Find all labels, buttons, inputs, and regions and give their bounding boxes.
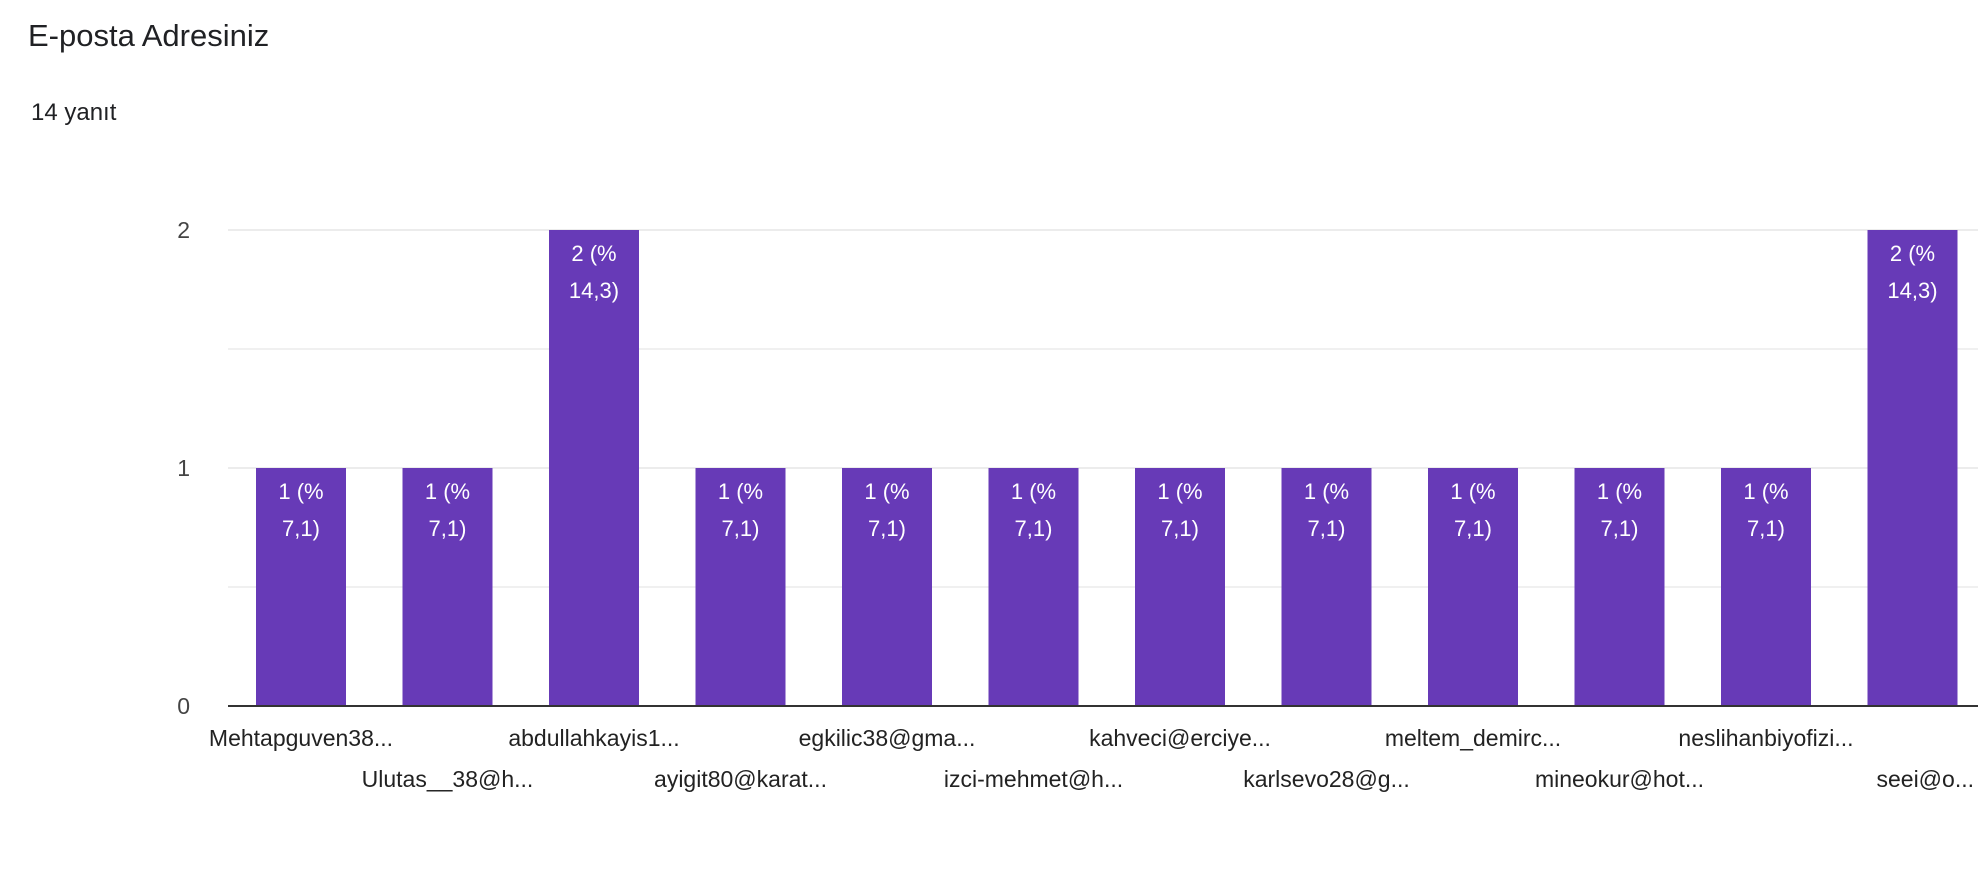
- data-label: 1 (%: [1304, 479, 1349, 504]
- category-label: izci-mehmet@h...: [944, 766, 1123, 792]
- y-tick-label: 0: [177, 693, 190, 719]
- bar: [1281, 468, 1372, 706]
- category-label: kahveci@erciye...: [1089, 725, 1271, 751]
- data-label: 1 (%: [425, 479, 470, 504]
- bar: [256, 468, 346, 706]
- data-label: 7,1): [1161, 516, 1199, 541]
- data-label: 7,1): [1747, 516, 1785, 541]
- data-label: 1 (%: [1450, 479, 1495, 504]
- bar: [1135, 468, 1225, 706]
- data-label: 7,1): [1454, 516, 1492, 541]
- category-label: abdullahkayis1...: [508, 725, 679, 751]
- bar: [1574, 468, 1665, 706]
- data-label: 7,1): [868, 516, 906, 541]
- bar: [988, 468, 1079, 706]
- data-label: 14,3): [1887, 278, 1937, 303]
- response-count: 14 yanıt: [31, 99, 117, 126]
- category-label: Mehtapguven38...: [209, 725, 393, 751]
- category-label: karlsevo28@g...: [1243, 766, 1410, 792]
- category-label: neslihanbiyofizi...: [1678, 725, 1853, 751]
- data-label: 7,1): [282, 516, 320, 541]
- chart-title: E-posta Adresiniz: [28, 18, 270, 53]
- data-label: 7,1): [722, 516, 760, 541]
- bar: [842, 468, 932, 706]
- data-label: 7,1): [429, 516, 467, 541]
- y-tick-label: 1: [177, 455, 190, 481]
- bar: [1428, 468, 1518, 706]
- bar: [1721, 468, 1811, 706]
- data-label: 1 (%: [718, 479, 763, 504]
- data-label: 1 (%: [1011, 479, 1056, 504]
- data-label: 7,1): [1308, 516, 1346, 541]
- data-label: 1 (%: [278, 479, 323, 504]
- category-label: mineokur@hot...: [1535, 766, 1704, 792]
- y-tick-label: 2: [177, 217, 190, 243]
- category-label: Ulutas__38@h...: [362, 766, 534, 792]
- data-label: 1 (%: [1743, 479, 1788, 504]
- bar: [695, 468, 786, 706]
- data-label: 1 (%: [1597, 479, 1642, 504]
- data-label: 1 (%: [1157, 479, 1202, 504]
- data-label: 7,1): [1015, 516, 1053, 541]
- bar: [402, 468, 493, 706]
- data-label: 2 (%: [571, 241, 616, 266]
- bar: [1867, 230, 1958, 706]
- category-label: egkilic38@gma...: [799, 725, 976, 751]
- data-label: 14,3): [569, 278, 619, 303]
- category-label: seei@o...: [1876, 766, 1974, 792]
- category-label: meltem_demirc...: [1385, 725, 1561, 751]
- category-label: ayigit80@karat...: [654, 766, 827, 792]
- data-label: 1 (%: [864, 479, 909, 504]
- data-label: 2 (%: [1890, 241, 1935, 266]
- data-label: 7,1): [1601, 516, 1639, 541]
- bar: [549, 230, 639, 706]
